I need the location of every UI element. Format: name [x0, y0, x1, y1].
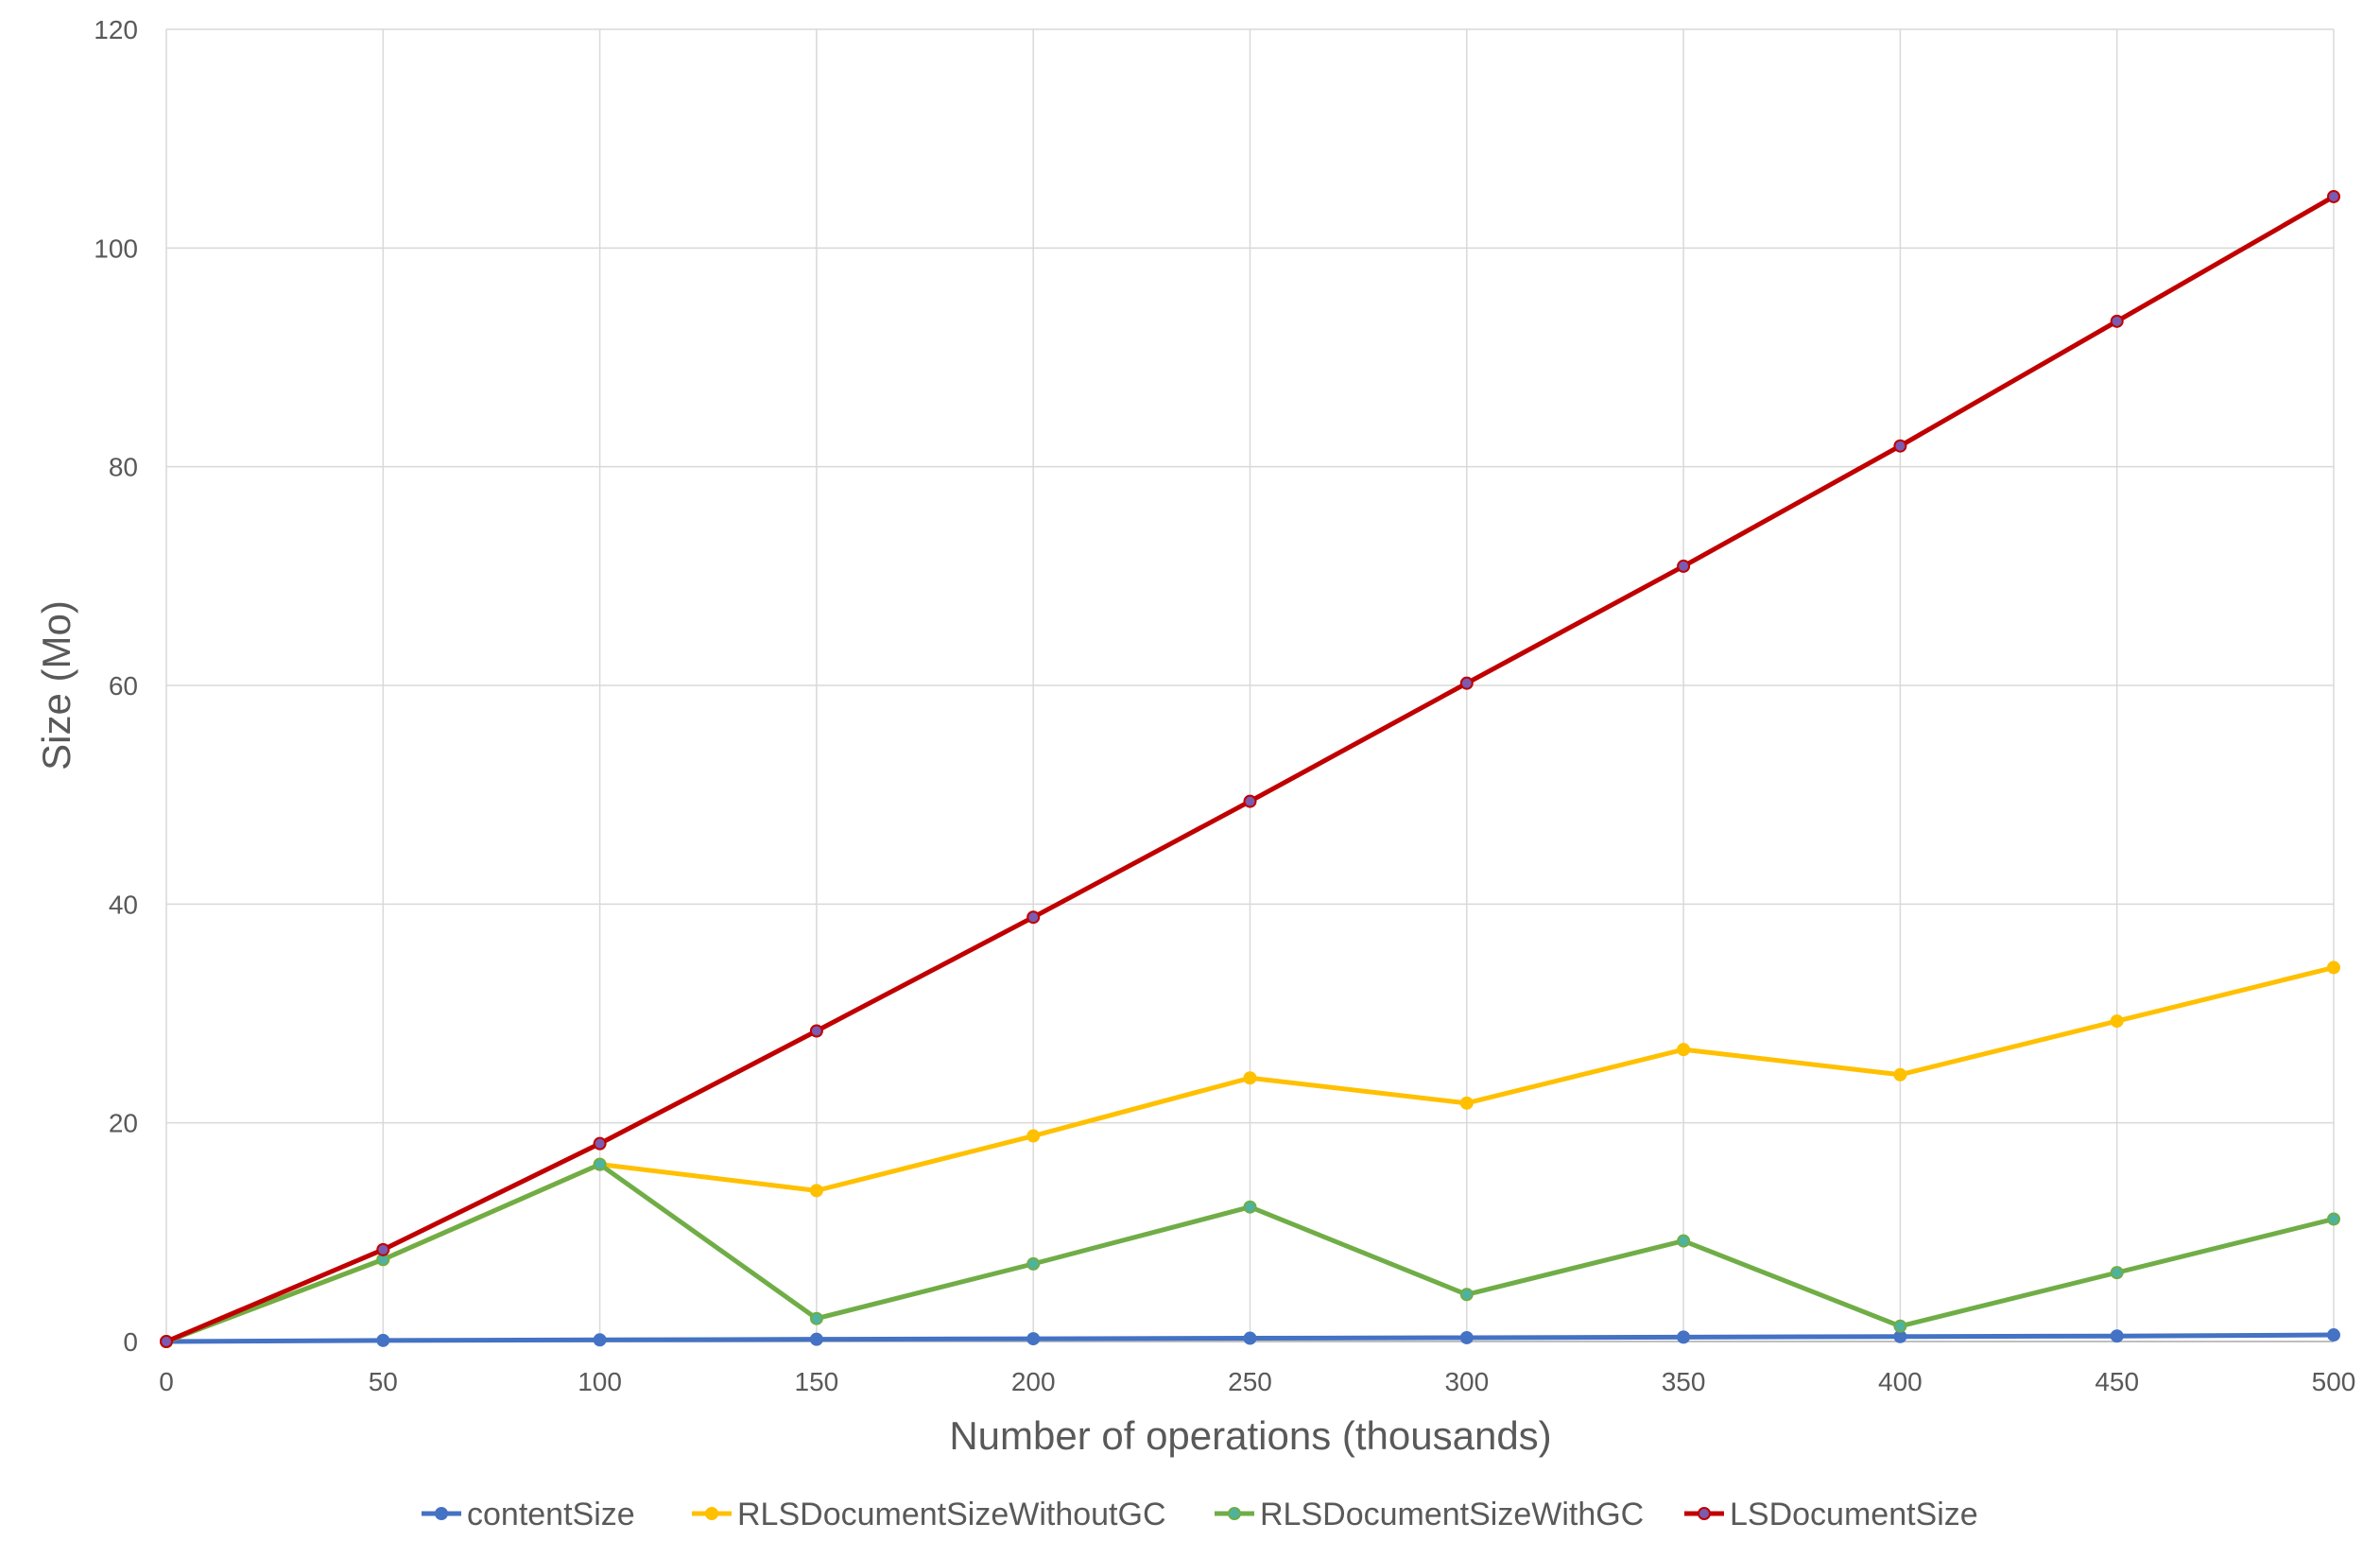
data-point — [1677, 559, 1691, 573]
data-point — [1459, 1096, 1474, 1110]
legend-marker — [705, 1507, 718, 1520]
data-point — [1459, 1288, 1474, 1302]
legend-item: LSDocumentSize — [1684, 1497, 1978, 1532]
data-point — [1243, 794, 1257, 808]
data-point — [2110, 1329, 2124, 1343]
data-point — [1893, 1067, 1907, 1082]
x-tick-label: 150 — [795, 1367, 839, 1396]
legend-marker — [435, 1507, 448, 1520]
data-point — [593, 1136, 607, 1151]
y-tick-label: 80 — [109, 453, 138, 482]
data-point — [809, 1332, 823, 1346]
data-point — [2327, 961, 2340, 975]
x-tick-label: 50 — [369, 1367, 398, 1396]
x-tick-label: 100 — [578, 1367, 622, 1396]
grid — [165, 28, 2335, 1342]
data-point — [2110, 1266, 2124, 1280]
series-lines — [160, 189, 2340, 1348]
data-point — [1459, 676, 1474, 690]
data-point — [1677, 1234, 1691, 1248]
legend-marker — [1228, 1507, 1241, 1520]
y-tick-label: 60 — [109, 671, 138, 701]
data-point — [809, 1184, 823, 1198]
x-tick-label: 450 — [2095, 1367, 2139, 1396]
data-point — [2110, 314, 2124, 328]
data-point — [1243, 1331, 1257, 1345]
x-tick-label: 400 — [1878, 1367, 1923, 1396]
y-tick-label: 120 — [94, 15, 138, 44]
legend: contentSize RLSDocumentSizeWithoutGC RLSDo… — [422, 1497, 1978, 1532]
series-contentSize — [160, 1328, 2340, 1348]
data-point — [809, 1024, 823, 1038]
data-point — [2327, 1328, 2340, 1342]
tick-labels: 0 20 40 60 80 100 120 0 50 100 150 200 250 300 350 400 4… — [94, 15, 2355, 1396]
legend-label: contentSize — [467, 1497, 635, 1532]
x-axis-title: Number of operations (thousands) — [949, 1413, 1551, 1458]
legend-item: RLSDocumentSizeWithGC — [1215, 1497, 1644, 1532]
data-point — [1243, 1071, 1257, 1085]
data-point — [1677, 1330, 1691, 1344]
legend-item: RLSDocumentSizeWithoutGC — [692, 1497, 1166, 1532]
data-point — [376, 1333, 390, 1347]
data-point — [1243, 1200, 1257, 1214]
y-tick-label: 20 — [109, 1109, 138, 1138]
data-point — [593, 1157, 607, 1171]
y-axis-title: Size (Mo) — [34, 600, 78, 770]
data-point — [2110, 1014, 2124, 1029]
x-tick-label: 250 — [1228, 1367, 1272, 1396]
data-point — [1026, 1332, 1041, 1346]
data-point — [1026, 910, 1041, 925]
data-point — [1677, 1043, 1691, 1057]
data-point — [1459, 1330, 1474, 1344]
legend-item: contentSize — [422, 1497, 635, 1532]
data-point — [376, 1242, 390, 1256]
data-point — [1026, 1129, 1041, 1143]
data-point — [2327, 189, 2340, 203]
data-point — [1026, 1256, 1041, 1271]
legend-label: RLSDocumentSizeWithGC — [1260, 1497, 1644, 1532]
series-LSDocumentSize — [160, 189, 2340, 1348]
x-tick-label: 200 — [1011, 1367, 1056, 1396]
data-point — [2327, 1212, 2340, 1226]
legend-label: LSDocumentSize — [1730, 1497, 1978, 1532]
y-tick-label: 0 — [123, 1327, 138, 1357]
x-tick-label: 350 — [1662, 1367, 1706, 1396]
data-point — [160, 1335, 173, 1348]
data-point — [1893, 1319, 1907, 1333]
y-tick-label: 40 — [109, 890, 138, 919]
data-point — [593, 1333, 607, 1347]
legend-marker — [1698, 1507, 1711, 1520]
x-tick-label: 500 — [2312, 1367, 2356, 1396]
x-tick-label: 0 — [159, 1367, 174, 1396]
data-point — [809, 1311, 823, 1325]
y-tick-label: 100 — [94, 234, 138, 263]
data-point — [1893, 439, 1907, 453]
x-tick-label: 300 — [1444, 1367, 1489, 1396]
legend-label: RLSDocumentSizeWithoutGC — [737, 1497, 1166, 1532]
